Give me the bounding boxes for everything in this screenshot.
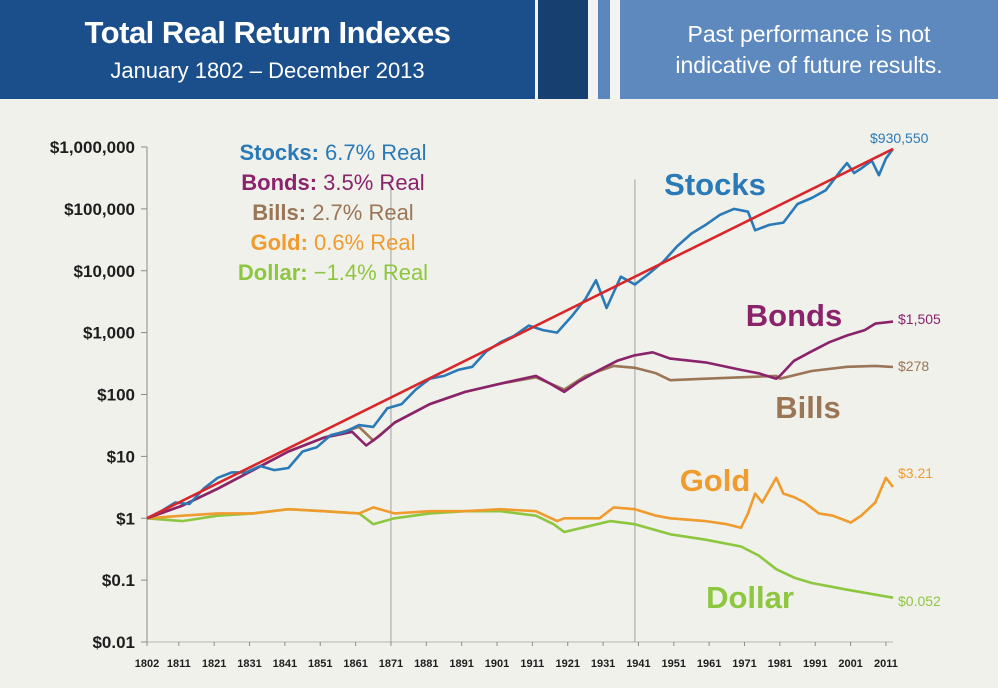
series-label-gold: Gold (680, 463, 751, 498)
x-tick-label: 1841 (273, 658, 297, 670)
x-tick-label: 1881 (414, 658, 438, 670)
series-label-bills: Bills (775, 390, 840, 425)
chart-area (0, 99, 998, 688)
series-label-stocks: Stocks (664, 167, 766, 202)
header-banner (0, 0, 535, 99)
x-tick-label: 1911 (520, 658, 544, 670)
y-tick-label: $100,000 (64, 200, 135, 219)
x-tick-label: 1901 (485, 658, 509, 670)
x-tick-label: 1931 (591, 658, 615, 670)
y-tick-label: $0.01 (92, 633, 135, 652)
legend-entry-dollar: Dollar: −1.4% Real (238, 260, 428, 285)
y-tick-label: $1 (116, 509, 135, 528)
legend-entry-bonds: Bonds: 3.5% Real (241, 170, 424, 195)
y-tick-label: $10,000 (74, 262, 135, 281)
legend-rate: 2.7% Real (306, 200, 414, 225)
series-line-gold (146, 476, 895, 530)
x-tick-label: 1861 (343, 658, 367, 670)
x-tick-label: 1851 (308, 658, 332, 670)
legend-series-name: Bonds: (241, 170, 317, 195)
y-tick-label: $0.1 (102, 571, 135, 590)
trend-line (146, 147, 894, 520)
legend-rate: −1.4% Real (308, 260, 428, 285)
x-tick-label: 1831 (237, 658, 261, 670)
legend-entry-gold: Gold: 0.6% Real (250, 230, 415, 255)
x-tick-label: 1991 (803, 658, 827, 670)
legend-rate: 0.6% Real (308, 230, 416, 255)
x-tick-label: 1871 (379, 658, 403, 670)
series-label-dollar: Dollar (706, 580, 794, 615)
disclaimer-banner (620, 0, 998, 99)
chart-title: Total Real Return Indexes (84, 15, 451, 50)
legend-series-name: Stocks: (239, 140, 318, 165)
y-tick-label: $10 (107, 447, 135, 466)
end-value-bills: $278 (898, 358, 929, 374)
x-tick-label: 1981 (768, 658, 792, 670)
x-tick-label: 1821 (202, 658, 226, 670)
legend-series-name: Bills: (252, 200, 306, 225)
x-tick-label: 1941 (626, 658, 650, 670)
legend-series-name: Gold: (250, 230, 307, 255)
end-value-gold: $3.21 (898, 465, 933, 481)
series-line-bills (146, 364, 894, 520)
x-tick-label: 1891 (449, 658, 473, 670)
y-tick-label: $1,000,000 (50, 138, 135, 157)
x-tick-label: 2011 (874, 658, 898, 670)
end-value-bonds: $1,505 (898, 311, 941, 327)
series-label-bonds: Bonds (746, 298, 842, 333)
y-tick-label: $100 (97, 386, 135, 405)
disclaimer-line-1: Past performance is not (687, 21, 931, 47)
legend-entry-stocks: Stocks: 6.7% Real (239, 140, 426, 165)
x-tick-label: 1802 (135, 658, 159, 670)
header-stripe-dark (538, 0, 588, 99)
series-line-stocks (146, 148, 895, 520)
x-tick-label: 1811 (167, 658, 191, 670)
disclaimer-line-2: indicative of future results. (675, 52, 943, 78)
end-value-dollar: $0.052 (898, 593, 941, 609)
x-tick-label: 2001 (838, 658, 862, 670)
legend-entry-bills: Bills: 2.7% Real (252, 200, 413, 225)
x-tick-label: 1961 (697, 658, 721, 670)
y-tick-label: $1,000 (83, 324, 135, 343)
chart-subtitle: January 1802 – December 2013 (110, 58, 425, 83)
disclaimer: Past performance is not indicative of fu… (620, 19, 998, 81)
end-value-stocks: $930,550 (870, 130, 929, 146)
x-tick-label: 1951 (662, 658, 686, 670)
legend-rate: 6.7% Real (319, 140, 427, 165)
legend-rate: 3.5% Real (317, 170, 425, 195)
legend-series-name: Dollar: (238, 260, 308, 285)
header-stripe-light (598, 0, 610, 99)
x-tick-label: 1971 (732, 658, 756, 670)
x-tick-label: 1921 (555, 658, 579, 670)
